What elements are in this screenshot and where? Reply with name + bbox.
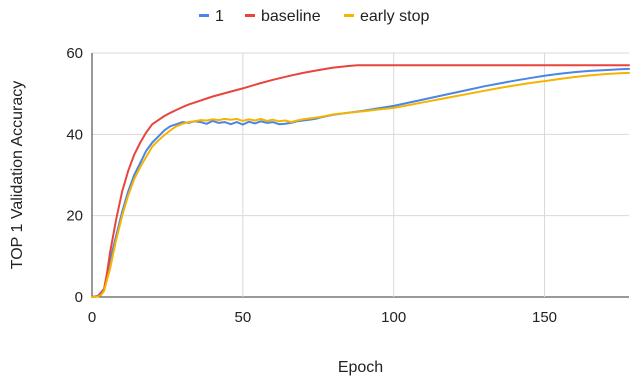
legend-swatch: [245, 14, 255, 17]
grid: [91, 52, 629, 298]
tick-labels: 0 20 40 60 0 50 100 150: [66, 45, 557, 326]
x-axis-title: Epoch: [338, 359, 383, 376]
legend-label: baseline: [261, 8, 321, 25]
y-tick-label: 0: [75, 289, 83, 306]
x-tick-label: 150: [532, 309, 557, 326]
legend: 1 baseline early stop: [199, 8, 429, 25]
y-axis-title: TOP 1 Validation Accuracy: [9, 81, 26, 270]
x-tick-label: 50: [234, 309, 251, 326]
series-lines: [91, 64, 630, 298]
legend-label: early stop: [360, 8, 429, 25]
x-tick-label: 0: [88, 309, 96, 326]
x-tick-label: 100: [381, 309, 406, 326]
series-line-baseline: [91, 64, 630, 298]
y-tick-label: 60: [66, 45, 83, 62]
y-tick-label: 40: [66, 126, 83, 143]
legend-swatch: [344, 14, 354, 17]
legend-swatch: [199, 14, 209, 17]
series-line-early-stop: [91, 71, 630, 298]
legend-label: 1: [215, 8, 224, 25]
series-line-1: [91, 67, 630, 298]
y-tick-label: 20: [66, 208, 83, 225]
